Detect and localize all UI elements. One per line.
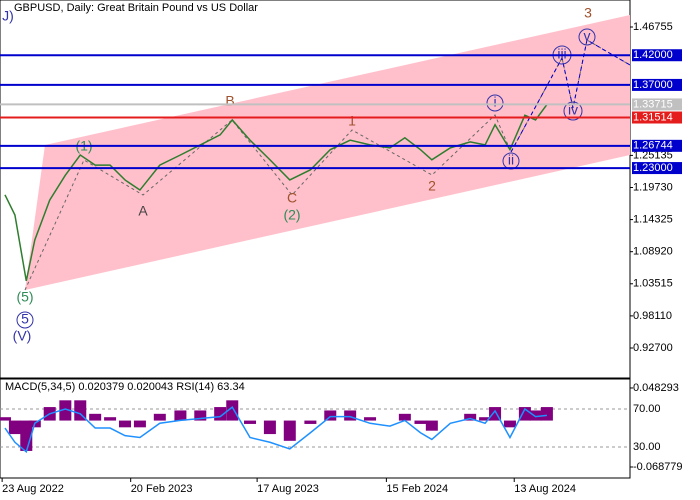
wave-label: 3 bbox=[584, 5, 592, 21]
wave-label: ii bbox=[508, 152, 514, 168]
wave-label: A bbox=[138, 203, 148, 219]
wave-label: i bbox=[493, 94, 496, 110]
macd-bar bbox=[89, 413, 102, 421]
y-tick-label: 1.25135 bbox=[633, 149, 673, 161]
macd-bar bbox=[244, 420, 257, 424]
macd-bar bbox=[119, 420, 132, 428]
macd-bar bbox=[283, 420, 296, 441]
macd-bar bbox=[226, 400, 239, 421]
y2-tick-label: 30.00 bbox=[633, 441, 661, 453]
level-box bbox=[632, 139, 682, 152]
projection bbox=[510, 39, 631, 153]
y-tick-label: 1.14325 bbox=[633, 213, 673, 225]
macd-bar bbox=[540, 407, 553, 421]
macd-bar bbox=[324, 410, 337, 421]
level-box bbox=[632, 162, 682, 175]
level-box bbox=[632, 98, 682, 111]
wave-circle bbox=[563, 101, 583, 121]
y-tick-label: 1.08920 bbox=[633, 246, 673, 258]
macd-bar bbox=[174, 410, 187, 421]
wave-circle bbox=[578, 28, 596, 46]
macd-bar bbox=[153, 413, 166, 421]
chart-title: GBPUSD, Daily: Great Britain Pound vs US… bbox=[14, 2, 258, 14]
wave-label: (2) bbox=[283, 207, 300, 223]
y-tick-label: 0.92700 bbox=[633, 342, 673, 354]
y-tick-label: 1.03515 bbox=[633, 278, 673, 290]
macd-bar bbox=[364, 417, 377, 421]
macd-bar bbox=[8, 420, 21, 435]
macd-bar bbox=[59, 400, 72, 421]
y2-tick-label: 70.00 bbox=[633, 403, 661, 415]
wave-label: v bbox=[584, 28, 591, 44]
y-tick-label: 1.19730 bbox=[633, 181, 673, 193]
level-label: 1.42000 bbox=[633, 49, 673, 61]
x-tick-label: 17 Aug 2023 bbox=[257, 483, 319, 495]
level-label: 1.31514 bbox=[633, 111, 673, 123]
y-tick-label: 0.98110 bbox=[633, 310, 672, 322]
wave-label: iii bbox=[557, 46, 566, 62]
wave-label: 5 bbox=[21, 311, 29, 327]
y-tick-label: -0.068779 bbox=[633, 461, 683, 473]
level-box bbox=[632, 78, 682, 91]
macd-bar bbox=[0, 417, 11, 421]
wave-label: 2 bbox=[428, 178, 436, 194]
y-tick-label: 1.46755 bbox=[633, 21, 673, 33]
macd-bar bbox=[104, 417, 117, 421]
wave-path bbox=[24, 39, 631, 291]
level-label: 1.23000 bbox=[633, 162, 673, 174]
wave-label: 1 bbox=[348, 113, 356, 129]
macd-bar bbox=[194, 410, 207, 421]
level-label: 1.33715 bbox=[633, 98, 673, 110]
macd-bar bbox=[263, 420, 276, 435]
macd-bar bbox=[344, 410, 357, 421]
macd-bar bbox=[503, 420, 516, 428]
indicator-title: MACD(5,34,5) 0.020379 0.020043 RSI(14) 6… bbox=[5, 381, 245, 393]
wave-label: (5) bbox=[16, 289, 33, 305]
level-box bbox=[632, 111, 682, 124]
wave-label: (V) bbox=[13, 328, 32, 344]
macd-bar bbox=[304, 420, 317, 424]
wave-label: B bbox=[225, 93, 234, 109]
x-tick-label: 15 Feb 2024 bbox=[386, 483, 448, 495]
level-label: 1.26744 bbox=[633, 140, 673, 152]
macd-bar bbox=[398, 413, 411, 421]
wave-label: C bbox=[287, 190, 297, 206]
rsi-line bbox=[4, 406, 547, 454]
wave-label: J) bbox=[2, 8, 14, 24]
price-line bbox=[4, 104, 548, 282]
macd-bar bbox=[74, 400, 87, 421]
level-label: 1.37000 bbox=[633, 79, 673, 91]
macd-bar bbox=[133, 420, 146, 428]
y-tick-label: 0.048293 bbox=[633, 382, 679, 394]
macd-bar bbox=[425, 420, 438, 431]
wave-label: iv bbox=[568, 102, 578, 118]
level-box bbox=[632, 49, 682, 62]
macd-bar bbox=[479, 417, 492, 421]
macd-bar bbox=[414, 420, 427, 424]
wave-circle bbox=[16, 311, 34, 329]
macd-bar bbox=[464, 413, 477, 421]
wave-circle bbox=[486, 94, 504, 112]
x-tick-label: 20 Feb 2023 bbox=[131, 483, 193, 495]
macd-bar bbox=[529, 410, 542, 421]
x-tick-label: 13 Aug 2024 bbox=[514, 483, 576, 495]
x-tick-label: 23 Aug 2022 bbox=[2, 483, 64, 495]
